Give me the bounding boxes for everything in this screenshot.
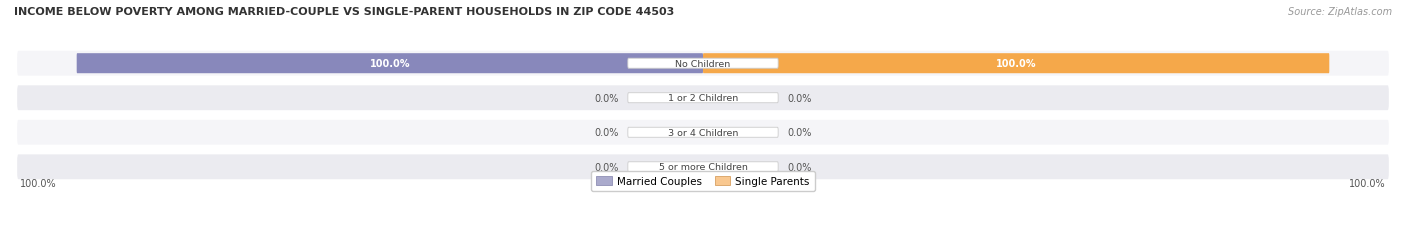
Text: 100.0%: 100.0% bbox=[995, 59, 1036, 69]
Text: 1 or 2 Children: 1 or 2 Children bbox=[668, 94, 738, 103]
Text: INCOME BELOW POVERTY AMONG MARRIED-COUPLE VS SINGLE-PARENT HOUSEHOLDS IN ZIP COD: INCOME BELOW POVERTY AMONG MARRIED-COUPL… bbox=[14, 7, 675, 17]
FancyBboxPatch shape bbox=[77, 54, 703, 74]
FancyBboxPatch shape bbox=[703, 54, 1329, 74]
Text: 0.0%: 0.0% bbox=[787, 93, 811, 103]
Text: Source: ZipAtlas.com: Source: ZipAtlas.com bbox=[1288, 7, 1392, 17]
FancyBboxPatch shape bbox=[17, 86, 1389, 111]
Text: 100.0%: 100.0% bbox=[1348, 178, 1386, 188]
FancyBboxPatch shape bbox=[17, 52, 1389, 76]
FancyBboxPatch shape bbox=[628, 93, 778, 103]
Text: No Children: No Children bbox=[675, 59, 731, 68]
FancyBboxPatch shape bbox=[628, 59, 778, 69]
FancyBboxPatch shape bbox=[628, 162, 778, 172]
Text: 0.0%: 0.0% bbox=[787, 128, 811, 138]
FancyBboxPatch shape bbox=[17, 120, 1389, 145]
FancyBboxPatch shape bbox=[628, 128, 778, 138]
Text: 3 or 4 Children: 3 or 4 Children bbox=[668, 128, 738, 137]
FancyBboxPatch shape bbox=[17, 155, 1389, 179]
Text: 0.0%: 0.0% bbox=[787, 162, 811, 172]
Text: 0.0%: 0.0% bbox=[595, 162, 619, 172]
Text: 0.0%: 0.0% bbox=[595, 128, 619, 138]
Text: 0.0%: 0.0% bbox=[595, 93, 619, 103]
Text: 100.0%: 100.0% bbox=[370, 59, 411, 69]
Legend: Married Couples, Single Parents: Married Couples, Single Parents bbox=[591, 171, 815, 192]
Text: 100.0%: 100.0% bbox=[20, 178, 58, 188]
Text: 5 or more Children: 5 or more Children bbox=[658, 163, 748, 172]
